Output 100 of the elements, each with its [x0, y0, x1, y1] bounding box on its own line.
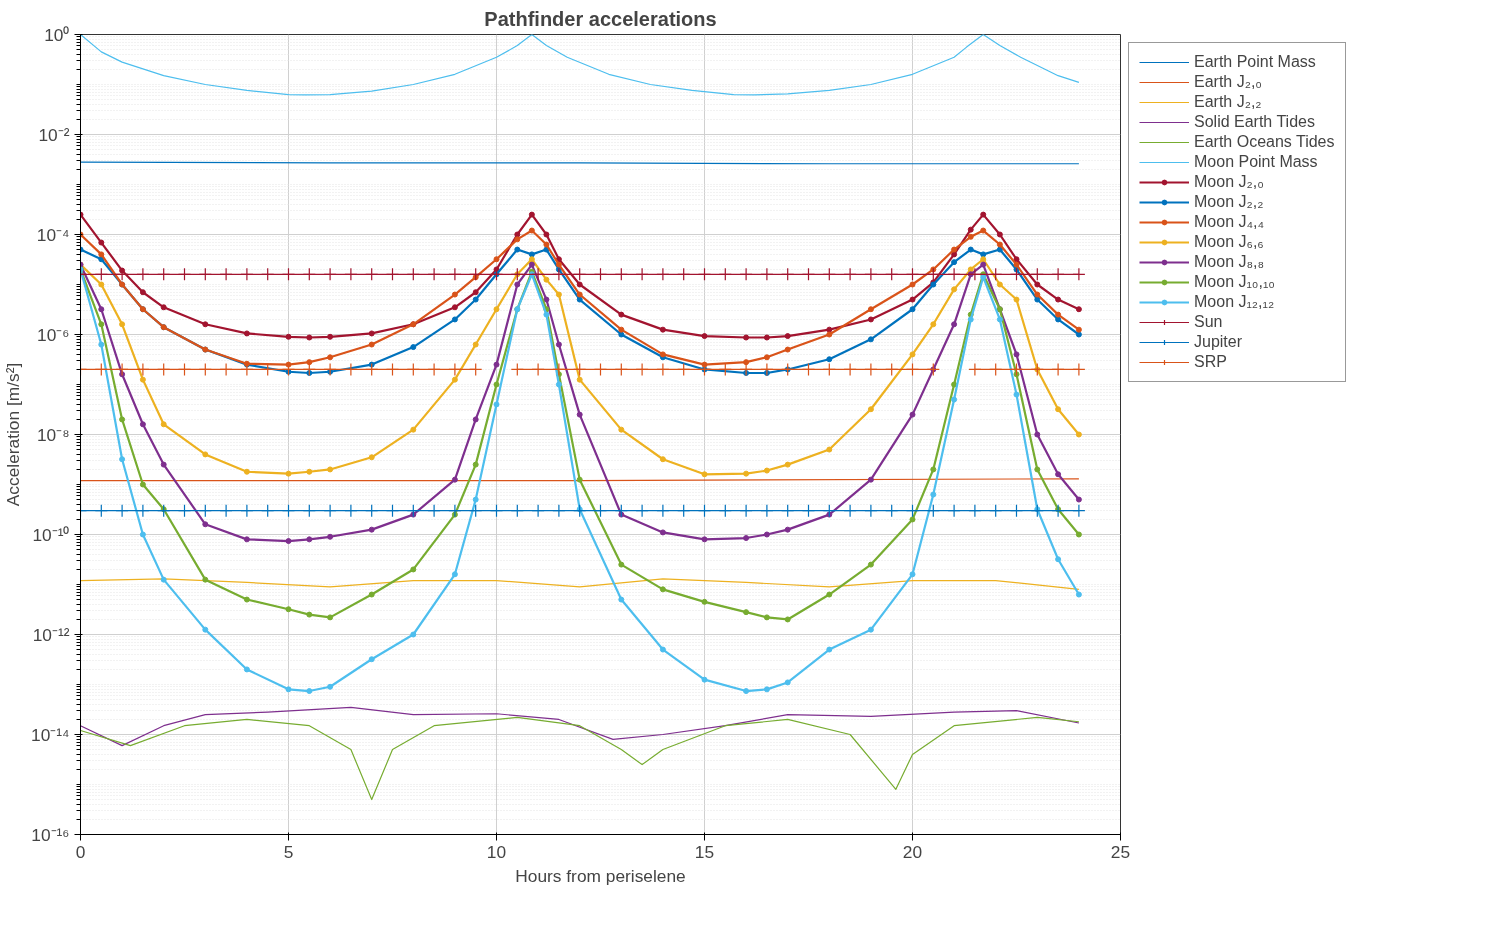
point: [177, 504, 192, 518]
point: [94, 504, 108, 518]
point: [285, 538, 292, 545]
point: [635, 504, 649, 518]
point: [867, 406, 874, 413]
point: [656, 504, 670, 518]
line-series: [80, 716, 1080, 801]
point: [980, 256, 987, 263]
point: [635, 362, 649, 377]
point: [198, 504, 212, 518]
point: [784, 616, 791, 623]
point: [531, 267, 545, 281]
point: [281, 267, 296, 281]
point: [368, 341, 375, 348]
point: [368, 591, 375, 598]
point: [410, 344, 417, 351]
point: [472, 461, 479, 468]
point: [739, 504, 753, 518]
point: [243, 666, 250, 673]
legend-label: Earth Point Mass: [1194, 53, 1316, 71]
point: [593, 504, 608, 518]
point: [472, 416, 479, 423]
point: [528, 227, 535, 234]
point: [306, 334, 313, 341]
point: [285, 470, 292, 477]
point: [1013, 351, 1020, 358]
point: [243, 468, 250, 475]
point: [472, 289, 479, 296]
point: [469, 362, 483, 377]
point: [119, 371, 126, 378]
point: [784, 679, 791, 686]
y-tick-label: 10⁻¹⁴: [31, 724, 70, 745]
point: [323, 362, 337, 377]
x-tick-label: 20: [902, 841, 923, 862]
point: [493, 401, 500, 408]
x-tick-label: 15: [694, 841, 715, 862]
point: [1013, 256, 1020, 263]
point: [528, 211, 535, 218]
point: [701, 598, 708, 605]
point: [980, 211, 987, 218]
point: [576, 476, 583, 483]
point: [996, 246, 1003, 253]
point: [763, 334, 770, 341]
point: [119, 456, 126, 463]
point: [451, 291, 458, 298]
point: [543, 246, 550, 253]
point: [718, 267, 732, 281]
point: [157, 504, 171, 518]
point: [864, 504, 878, 518]
point: [406, 362, 420, 377]
point: [344, 267, 358, 281]
point: [493, 381, 500, 388]
point: [909, 281, 916, 288]
point: [718, 362, 732, 377]
point: [306, 688, 313, 695]
point: [306, 536, 313, 543]
point: [1072, 362, 1086, 377]
point: [996, 241, 1003, 248]
point: [552, 504, 566, 518]
point: [1009, 267, 1024, 281]
point: [743, 334, 750, 341]
line-series: [80, 706, 1080, 747]
point: [801, 267, 816, 281]
point: [801, 362, 816, 377]
point: [968, 504, 982, 518]
point: [94, 362, 108, 377]
point: [552, 362, 566, 377]
point: [451, 304, 458, 311]
point: [1013, 391, 1020, 398]
legend-label: Moon J₂,₀: [1194, 173, 1264, 191]
legend-label: Solid Earth Tides: [1194, 113, 1315, 131]
point: [867, 561, 874, 568]
point: [451, 571, 458, 578]
point: [826, 356, 833, 363]
point: [98, 251, 105, 258]
point: [451, 476, 458, 483]
point: [281, 504, 296, 518]
point: [136, 362, 150, 377]
point: [448, 362, 462, 377]
point: [531, 504, 545, 518]
point: [576, 411, 583, 418]
point: [781, 504, 795, 518]
point: [157, 267, 171, 281]
point: [781, 267, 795, 281]
point: [701, 471, 708, 478]
point: [763, 531, 770, 538]
point: [98, 306, 105, 313]
point: [1030, 362, 1044, 377]
point: [344, 362, 358, 377]
point: [115, 504, 129, 518]
point: [119, 321, 126, 328]
x-tick-label: 10: [486, 841, 507, 862]
point: [989, 504, 1003, 518]
point: [219, 267, 233, 281]
point: [677, 267, 691, 281]
point: [528, 261, 535, 268]
point: [826, 446, 833, 453]
point: [930, 266, 937, 273]
point: [368, 454, 375, 461]
point: [576, 296, 583, 303]
